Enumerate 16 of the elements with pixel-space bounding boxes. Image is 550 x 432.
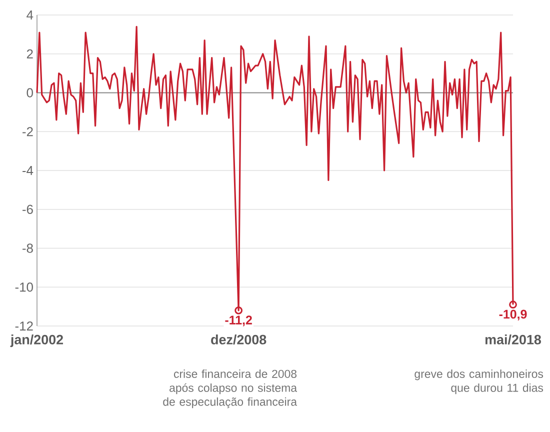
x-tick-label: mai/2018 (485, 334, 541, 345)
y-tick-label: -8 (22, 244, 33, 253)
y-tick-label: -6 (22, 204, 33, 214)
y-tick-label: -4 (22, 166, 34, 175)
x-tick-label: jan/2002 (10, 334, 63, 348)
y-tick-label: 2 (26, 49, 33, 58)
data-label: -11,2 (225, 316, 252, 326)
y-tick-label: -12 (15, 321, 33, 331)
y-tick-label: -10 (15, 282, 33, 292)
y-tick-label: 4 (26, 10, 34, 20)
y-tick-label: -2 (22, 127, 33, 136)
y-tick-label: 0 (26, 88, 33, 98)
text: crise financeira de 2008 após colapso no sistema de especulação financeira (163, 370, 298, 408)
text: greve dos caminhoneiros que durou 11 dias (414, 370, 544, 394)
data-label: -10,9 (499, 310, 527, 320)
x-tick-label: dez/2008 (211, 334, 266, 345)
